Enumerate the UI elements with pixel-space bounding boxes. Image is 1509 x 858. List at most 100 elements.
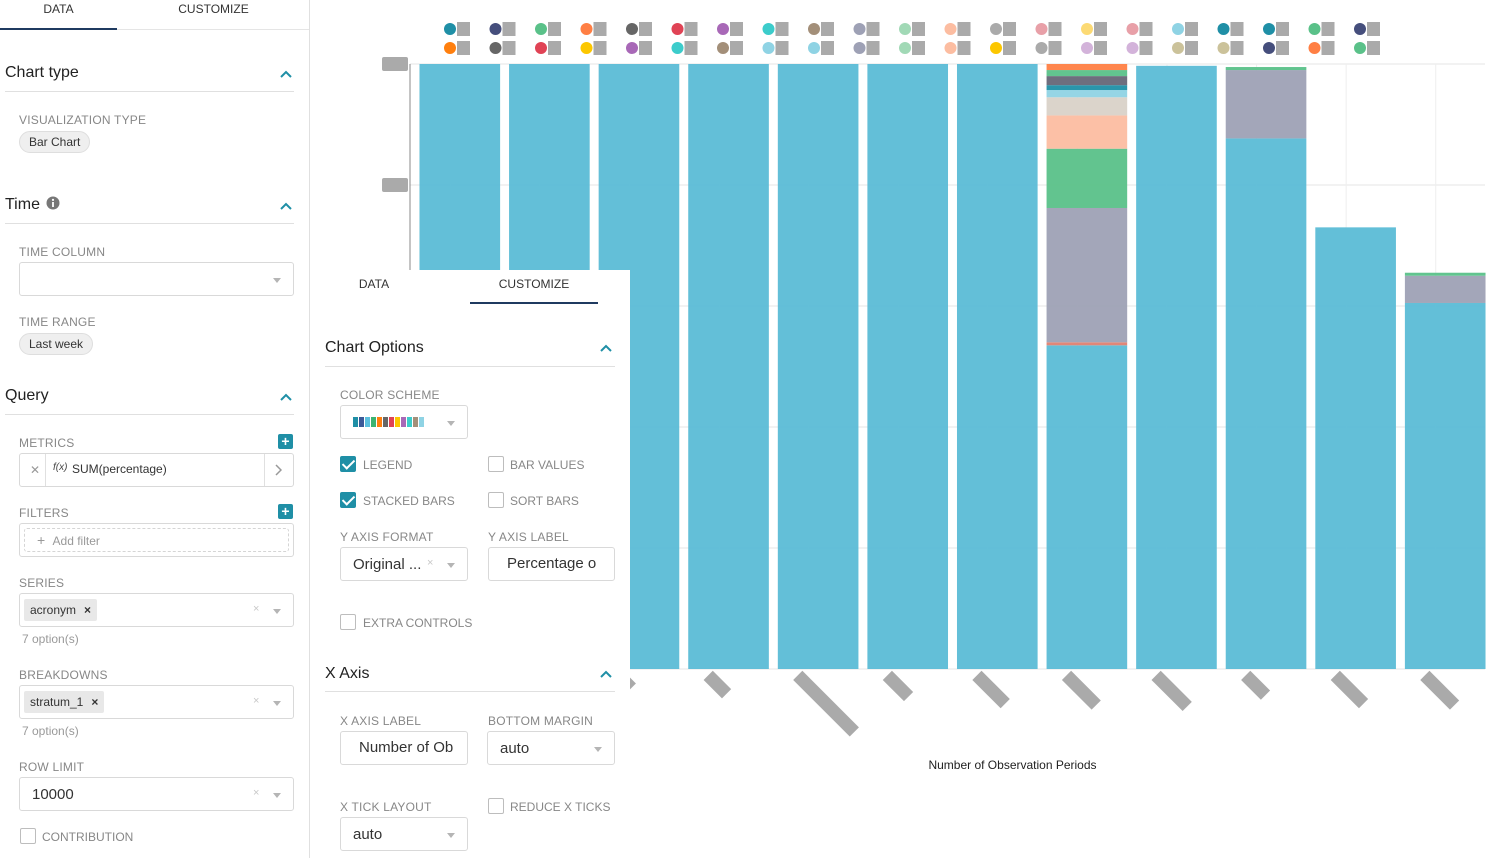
legend-label xyxy=(1139,22,1153,36)
x-tick-label xyxy=(1151,670,1192,712)
legend-dot xyxy=(626,23,638,35)
add-filter-button[interactable]: + xyxy=(278,504,293,519)
chevron-down-icon[interactable] xyxy=(273,278,281,283)
info-icon[interactable] xyxy=(46,196,60,210)
legend-label xyxy=(1048,22,1062,36)
legend-label xyxy=(1094,41,1107,55)
legend-label xyxy=(1230,22,1244,36)
x-axis-label-input[interactable]: Number of Ob xyxy=(340,731,468,765)
bar-segment xyxy=(1046,76,1128,86)
clear-icon[interactable]: × xyxy=(253,787,260,799)
legend-label xyxy=(1139,41,1153,55)
chevron-up-icon[interactable] xyxy=(600,344,612,352)
chevron-down-icon[interactable] xyxy=(447,833,455,838)
bottom-margin-label: BOTTOM MARGIN xyxy=(488,714,594,728)
tab-customize[interactable]: CUSTOMIZE xyxy=(470,270,598,304)
legend-dot xyxy=(990,23,1002,35)
metric-label[interactable]: SUM(percentage) xyxy=(72,462,167,476)
customize-tabbar: DATA CUSTOMIZE xyxy=(310,270,630,304)
legend-label xyxy=(593,22,607,36)
bar-segment xyxy=(1225,67,1307,71)
legend-dot xyxy=(444,23,456,35)
legend-label xyxy=(548,22,561,36)
chevron-down-icon[interactable] xyxy=(447,563,455,568)
legend-label xyxy=(821,41,834,55)
series-select[interactable]: acronym × × xyxy=(19,593,294,627)
remove-tag-icon[interactable]: × xyxy=(91,695,99,709)
bar-segment xyxy=(1404,302,1486,669)
visualization-type-label: VISUALIZATION TYPE xyxy=(19,113,147,127)
chevron-down-icon[interactable] xyxy=(273,609,281,614)
series-options-count: 7 option(s) xyxy=(22,632,79,646)
bar-segment xyxy=(1046,90,1128,98)
legend-label xyxy=(1003,41,1016,55)
remove-metric-icon[interactable]: ✕ xyxy=(30,463,41,477)
bar-segment xyxy=(1046,207,1128,343)
legend-dot xyxy=(944,42,957,54)
y-tick-label xyxy=(382,178,408,192)
tab-customize[interactable]: CUSTOMIZE xyxy=(178,2,249,16)
query-section-title[interactable]: Query xyxy=(5,387,49,404)
chart-options-title[interactable]: Chart Options xyxy=(325,339,424,356)
row-limit-select[interactable]: 10000 × xyxy=(19,777,294,811)
legend-label xyxy=(457,22,470,36)
x-axis-section-title[interactable]: X Axis xyxy=(325,665,370,682)
chevron-up-icon[interactable] xyxy=(280,202,292,210)
bar-segment xyxy=(1046,342,1128,346)
y-axis-label-input[interactable]: Percentage o xyxy=(488,547,615,581)
legend-label xyxy=(639,41,652,55)
breakdowns-tag-label: stratum_1 xyxy=(30,695,84,709)
bar-segment xyxy=(1046,148,1128,208)
filters-label: FILTERS xyxy=(19,506,69,520)
extra-controls-checkbox[interactable] xyxy=(340,614,356,630)
chevron-up-icon[interactable] xyxy=(280,393,292,401)
legend-dot xyxy=(944,23,957,35)
y-axis-format-label: Y AXIS FORMAT xyxy=(340,530,434,544)
legend-label xyxy=(821,22,834,36)
chevron-down-icon[interactable] xyxy=(594,747,602,752)
tab-data[interactable]: DATA xyxy=(358,277,390,291)
clear-icon[interactable]: × xyxy=(427,557,434,569)
add-metric-button[interactable]: + xyxy=(278,434,293,449)
contribution-checkbox[interactable] xyxy=(20,828,36,844)
bar-segment xyxy=(688,64,769,669)
chevron-down-icon[interactable] xyxy=(273,701,281,706)
x-tick-label xyxy=(703,670,732,699)
chevron-up-icon[interactable] xyxy=(600,670,612,678)
bar-values-checkbox[interactable] xyxy=(488,456,504,472)
legend-dot xyxy=(626,42,638,54)
series-tag[interactable]: acronym × xyxy=(24,599,98,621)
chevron-right-icon[interactable] xyxy=(274,464,282,476)
stacked-bars-checkbox[interactable] xyxy=(340,492,356,508)
chevron-up-icon[interactable] xyxy=(280,70,292,78)
x-tick-label xyxy=(793,670,859,737)
y-axis-format-select[interactable]: Original ... × xyxy=(340,547,468,581)
legend-label xyxy=(1276,41,1289,55)
remove-tag-icon[interactable]: × xyxy=(84,603,92,617)
add-filter-button[interactable]: + Add filter xyxy=(24,528,289,552)
clear-icon[interactable]: × xyxy=(253,695,260,707)
chevron-down-icon[interactable] xyxy=(273,793,281,798)
legend-dot xyxy=(1217,23,1230,35)
metric-item[interactable]: ✕ f(x) SUM(percentage) xyxy=(19,453,294,487)
bottom-margin-select[interactable]: auto xyxy=(487,731,615,765)
legend-dot xyxy=(580,23,593,35)
chart-type-section-title[interactable]: Chart type xyxy=(5,64,79,81)
color-scheme-select[interactable] xyxy=(340,405,468,439)
breakdowns-tag[interactable]: stratum_1 × xyxy=(24,691,105,713)
reduce-x-ticks-checkbox[interactable] xyxy=(488,798,504,814)
legend-checkbox[interactable] xyxy=(340,456,356,472)
clear-icon[interactable]: × xyxy=(253,603,260,615)
bar-segment xyxy=(777,64,859,669)
tab-data[interactable]: DATA xyxy=(0,0,117,30)
time-section-title[interactable]: Time xyxy=(5,196,60,214)
stacked-bars-label: STACKED BARS xyxy=(363,494,455,508)
sort-bars-checkbox[interactable] xyxy=(488,492,504,508)
chevron-down-icon[interactable] xyxy=(447,421,455,426)
time-column-select[interactable] xyxy=(19,262,294,296)
x-tick-layout-select[interactable]: auto xyxy=(340,817,468,851)
breakdowns-select[interactable]: stratum_1 × × xyxy=(19,685,294,719)
time-range-pill[interactable]: Last week xyxy=(19,333,94,355)
legend-dot xyxy=(580,42,593,54)
visualization-type-pill[interactable]: Bar Chart xyxy=(19,131,91,153)
